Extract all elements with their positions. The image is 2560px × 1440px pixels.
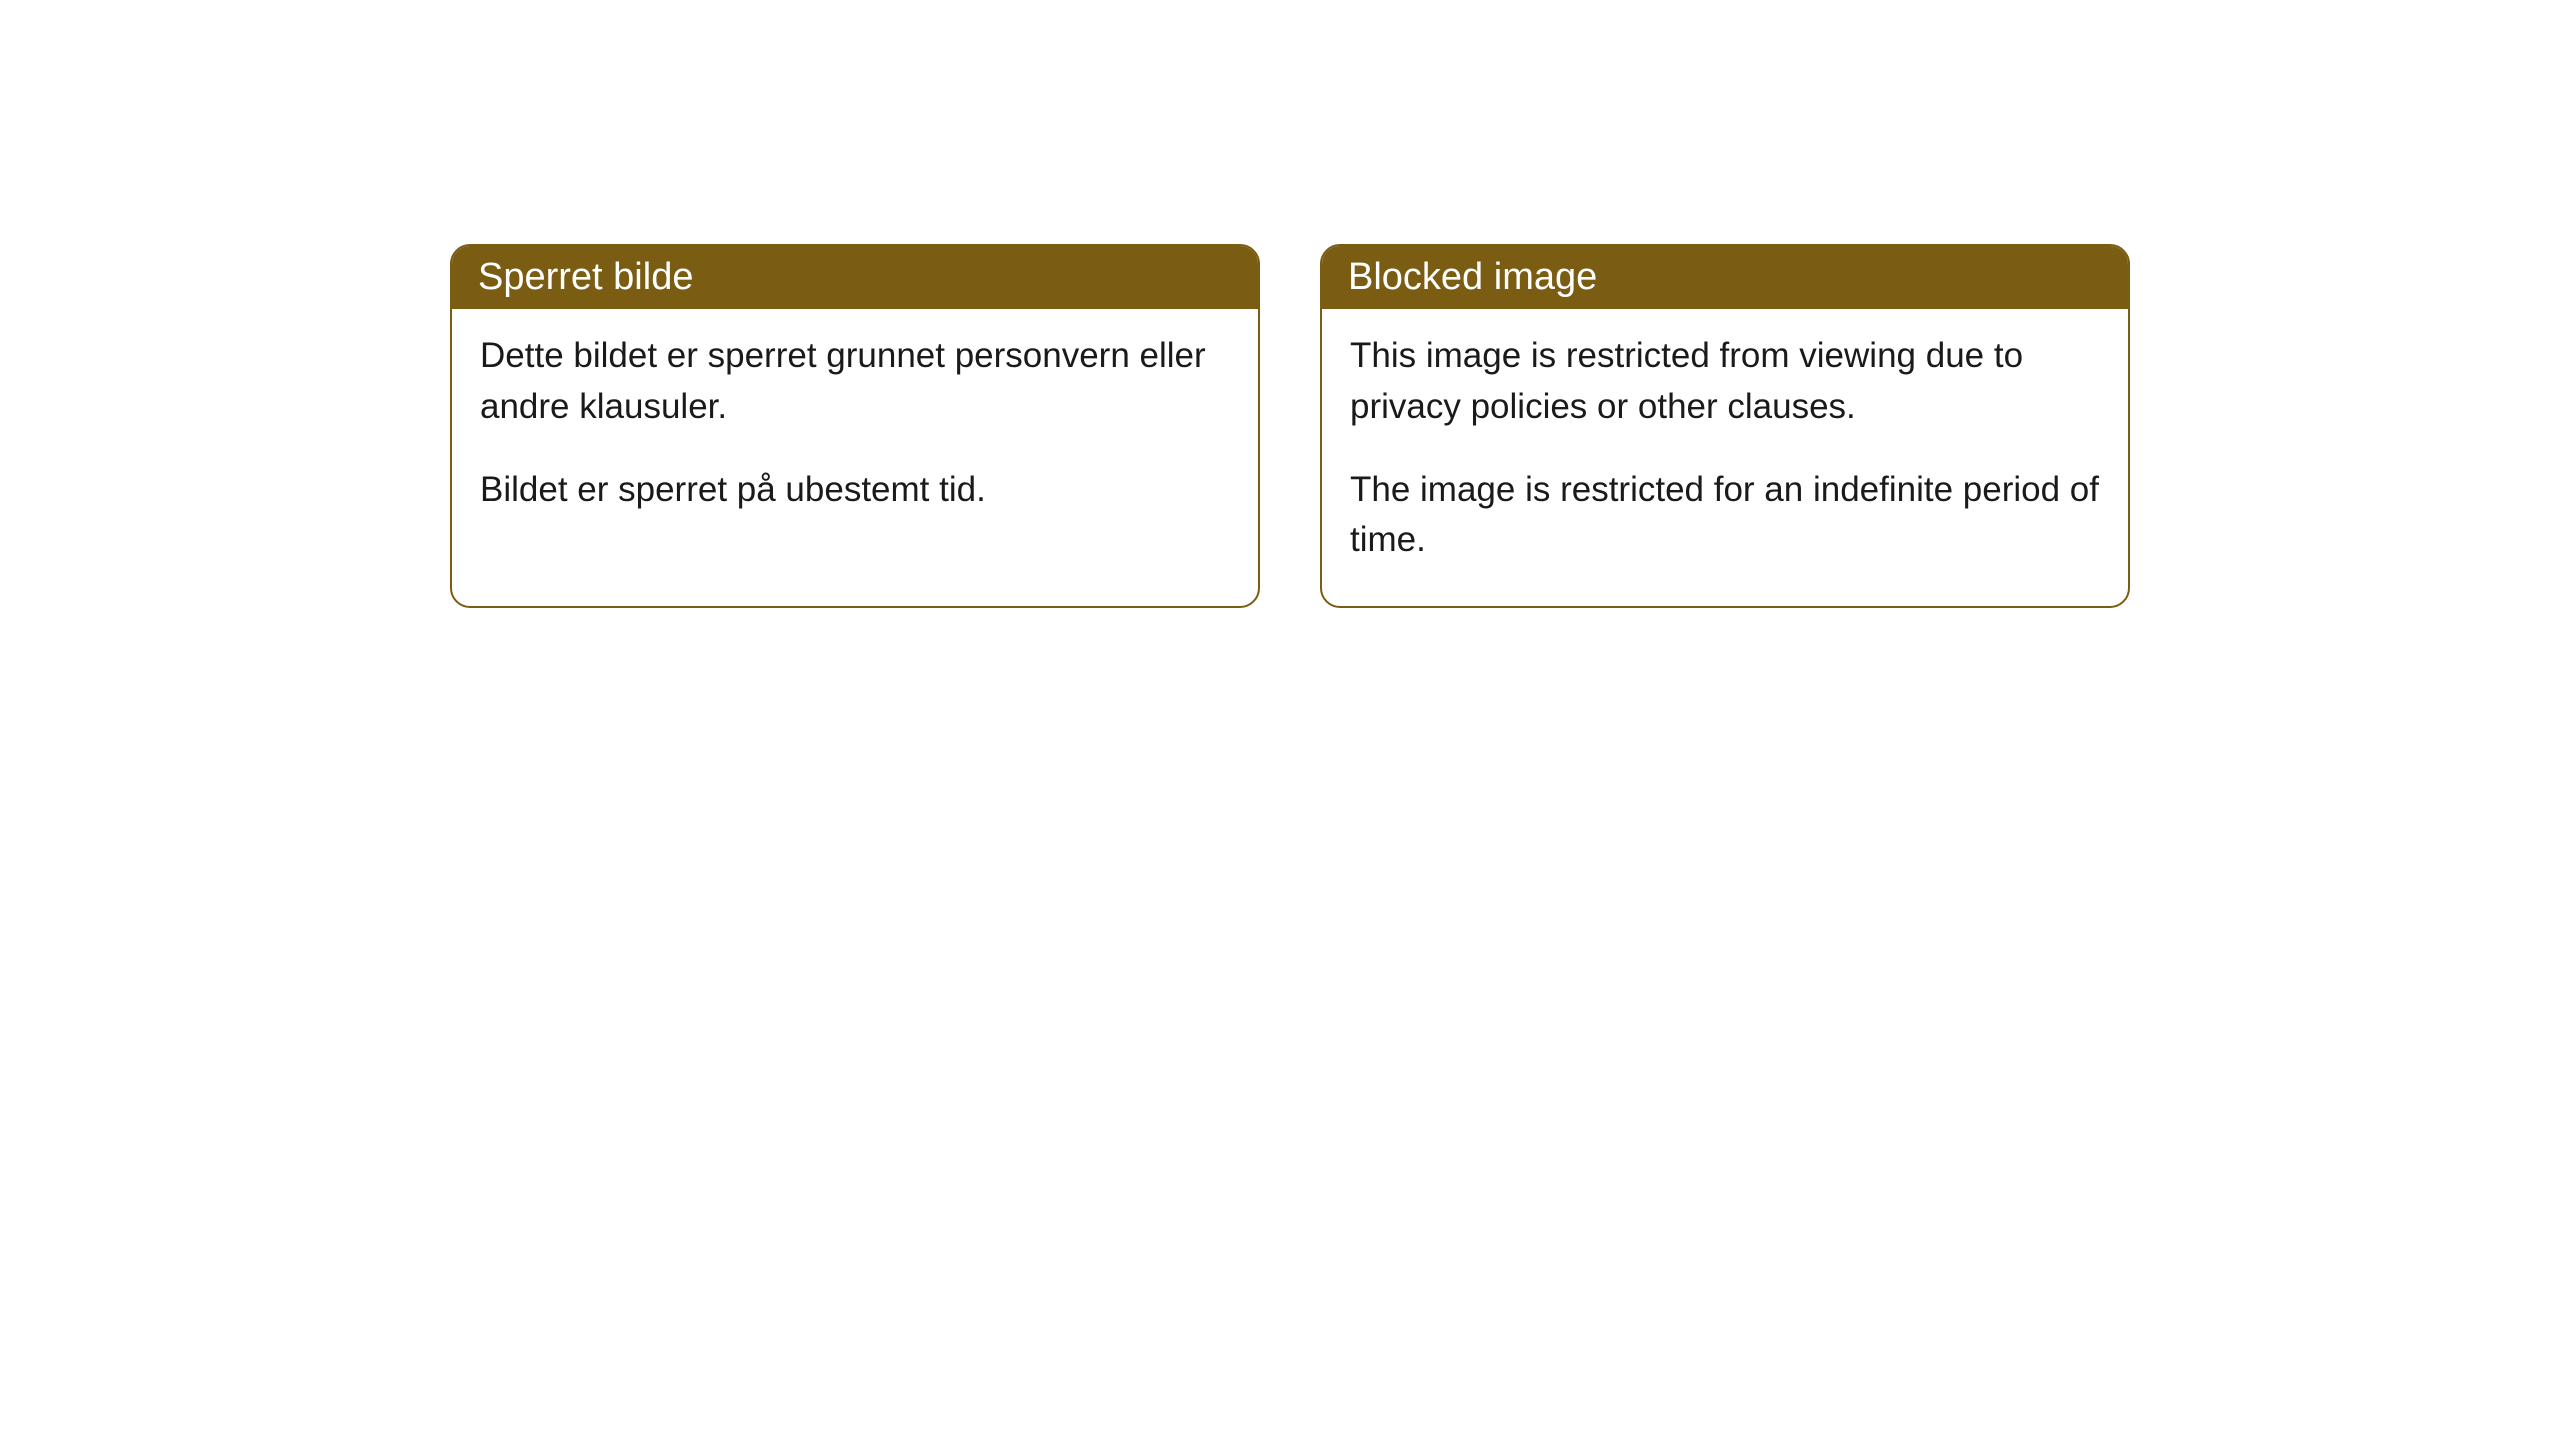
notice-card-norwegian: Sperret bilde Dette bildet er sperret gr…: [450, 244, 1260, 608]
notice-header: Sperret bilde: [452, 246, 1258, 309]
notice-text-line1: Dette bildet er sperret grunnet personve…: [480, 331, 1230, 433]
notice-header: Blocked image: [1322, 246, 2128, 309]
notice-container: Sperret bilde Dette bildet er sperret gr…: [450, 244, 2130, 608]
notice-body: This image is restricted from viewing du…: [1322, 309, 2128, 606]
notice-text-line2: Bildet er sperret på ubestemt tid.: [480, 465, 1230, 516]
notice-body: Dette bildet er sperret grunnet personve…: [452, 309, 1258, 555]
notice-text-line2: The image is restricted for an indefinit…: [1350, 465, 2100, 567]
notice-text-line1: This image is restricted from viewing du…: [1350, 331, 2100, 433]
notice-card-english: Blocked image This image is restricted f…: [1320, 244, 2130, 608]
